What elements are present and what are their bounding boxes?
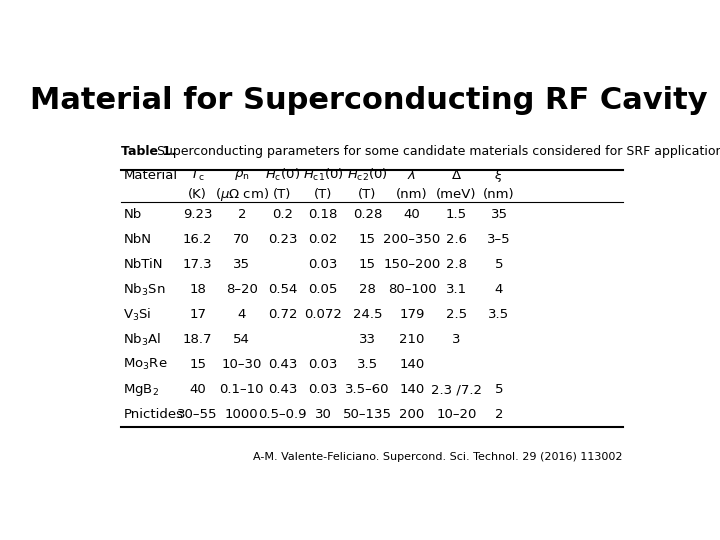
Text: (K): (K) bbox=[188, 188, 207, 201]
Text: NbN: NbN bbox=[124, 233, 151, 246]
Text: 54: 54 bbox=[233, 333, 251, 346]
Text: 3.5: 3.5 bbox=[357, 358, 378, 372]
Text: Mo$_3$Re: Mo$_3$Re bbox=[124, 357, 168, 372]
Text: (T): (T) bbox=[314, 188, 333, 201]
Text: $H_\mathrm{c}(0)$: $H_\mathrm{c}(0)$ bbox=[265, 167, 300, 184]
Text: (T): (T) bbox=[358, 188, 377, 201]
Text: 70: 70 bbox=[233, 233, 251, 246]
Text: 30: 30 bbox=[315, 408, 332, 421]
Text: 0.23: 0.23 bbox=[268, 233, 297, 246]
Text: Material for Superconducting RF Cavity: Material for Superconducting RF Cavity bbox=[30, 85, 708, 114]
Text: 5: 5 bbox=[495, 258, 503, 271]
Text: 33: 33 bbox=[359, 333, 376, 346]
Text: 80–100: 80–100 bbox=[387, 283, 436, 296]
Text: 4: 4 bbox=[495, 283, 503, 296]
Text: 2.5: 2.5 bbox=[446, 308, 467, 321]
Text: 10–20: 10–20 bbox=[436, 408, 477, 421]
Text: 1.5: 1.5 bbox=[446, 208, 467, 221]
Text: 0.43: 0.43 bbox=[268, 383, 297, 396]
Text: MgB$_2$: MgB$_2$ bbox=[124, 382, 159, 398]
Text: Table 1.: Table 1. bbox=[121, 145, 176, 158]
Text: 28: 28 bbox=[359, 283, 376, 296]
Text: $\xi$: $\xi$ bbox=[494, 167, 504, 184]
Text: A-M. Valente-Feliciano. Supercond. Sci. Technol. 29 (2016) 113002: A-M. Valente-Feliciano. Supercond. Sci. … bbox=[253, 452, 623, 462]
Text: 0.28: 0.28 bbox=[353, 208, 382, 221]
Text: 35: 35 bbox=[233, 258, 251, 271]
Text: 40: 40 bbox=[404, 208, 420, 221]
Text: 3.5: 3.5 bbox=[488, 308, 510, 321]
Text: 15: 15 bbox=[359, 258, 376, 271]
Text: ($\mu\Omega$ cm): ($\mu\Omega$ cm) bbox=[215, 186, 269, 204]
Text: 15: 15 bbox=[359, 233, 376, 246]
Text: 0.02: 0.02 bbox=[309, 233, 338, 246]
Text: (nm): (nm) bbox=[396, 188, 428, 201]
Text: 17: 17 bbox=[189, 308, 206, 321]
Text: 0.1–10: 0.1–10 bbox=[220, 383, 264, 396]
Text: 1000: 1000 bbox=[225, 408, 258, 421]
Text: 17.3: 17.3 bbox=[183, 258, 212, 271]
Text: Nb$_3$Sn: Nb$_3$Sn bbox=[124, 281, 166, 298]
Text: Superconducting parameters for some candidate materials considered for SRF appli: Superconducting parameters for some cand… bbox=[153, 145, 720, 158]
Text: 179: 179 bbox=[400, 308, 425, 321]
Text: 200–350: 200–350 bbox=[383, 233, 441, 246]
Text: 10–30: 10–30 bbox=[222, 358, 262, 372]
Text: 16.2: 16.2 bbox=[183, 233, 212, 246]
Text: 2.3 /7.2: 2.3 /7.2 bbox=[431, 383, 482, 396]
Text: Pnictides: Pnictides bbox=[124, 408, 184, 421]
Text: 140: 140 bbox=[400, 358, 425, 372]
Text: 0.03: 0.03 bbox=[309, 358, 338, 372]
Text: (nm): (nm) bbox=[483, 188, 515, 201]
Text: 3: 3 bbox=[452, 333, 461, 346]
Text: 140: 140 bbox=[400, 383, 425, 396]
Text: Nb$_3$Al: Nb$_3$Al bbox=[124, 332, 162, 348]
Text: NbTiN: NbTiN bbox=[124, 258, 163, 271]
Text: 0.43: 0.43 bbox=[268, 358, 297, 372]
Text: 0.2: 0.2 bbox=[272, 208, 293, 221]
Text: 15: 15 bbox=[189, 358, 206, 372]
Text: 40: 40 bbox=[189, 383, 206, 396]
Text: Material: Material bbox=[124, 169, 178, 182]
Text: 18.7: 18.7 bbox=[183, 333, 212, 346]
Text: 50–135: 50–135 bbox=[343, 408, 392, 421]
Text: 3–5: 3–5 bbox=[487, 233, 510, 246]
Text: $T_\mathrm{c}$: $T_\mathrm{c}$ bbox=[190, 168, 205, 183]
Text: 30–55: 30–55 bbox=[177, 408, 218, 421]
Text: 0.18: 0.18 bbox=[309, 208, 338, 221]
Text: 5: 5 bbox=[495, 383, 503, 396]
Text: 0.072: 0.072 bbox=[305, 308, 342, 321]
Text: $H_\mathrm{c1}(0)$: $H_\mathrm{c1}(0)$ bbox=[303, 167, 343, 184]
Text: 4: 4 bbox=[238, 308, 246, 321]
Text: 3.5–60: 3.5–60 bbox=[345, 383, 390, 396]
Text: 0.54: 0.54 bbox=[268, 283, 297, 296]
Text: 150–200: 150–200 bbox=[383, 258, 441, 271]
Text: V$_3$Si: V$_3$Si bbox=[124, 307, 152, 323]
Text: 24.5: 24.5 bbox=[353, 308, 382, 321]
Text: 210: 210 bbox=[400, 333, 425, 346]
Text: $\Delta$: $\Delta$ bbox=[451, 169, 462, 182]
Text: 2: 2 bbox=[238, 208, 246, 221]
Text: $H_\mathrm{c2}(0)$: $H_\mathrm{c2}(0)$ bbox=[347, 167, 388, 184]
Text: 9.23: 9.23 bbox=[183, 208, 212, 221]
Text: 2.6: 2.6 bbox=[446, 233, 467, 246]
Text: 0.5–0.9: 0.5–0.9 bbox=[258, 408, 307, 421]
Text: 0.03: 0.03 bbox=[309, 258, 338, 271]
Text: 2: 2 bbox=[495, 408, 503, 421]
Text: 35: 35 bbox=[490, 208, 508, 221]
Text: (T): (T) bbox=[274, 188, 292, 201]
Text: 18: 18 bbox=[189, 283, 206, 296]
Text: (meV): (meV) bbox=[436, 188, 477, 201]
Text: 8–20: 8–20 bbox=[226, 283, 258, 296]
Text: 0.05: 0.05 bbox=[309, 283, 338, 296]
Text: 3.1: 3.1 bbox=[446, 283, 467, 296]
Text: 2.8: 2.8 bbox=[446, 258, 467, 271]
Text: Nb: Nb bbox=[124, 208, 142, 221]
Text: $\rho_\mathrm{n}$: $\rho_\mathrm{n}$ bbox=[234, 168, 250, 183]
Text: $\lambda$: $\lambda$ bbox=[408, 168, 416, 183]
Text: 0.03: 0.03 bbox=[309, 383, 338, 396]
Text: 0.72: 0.72 bbox=[268, 308, 297, 321]
Text: 200: 200 bbox=[400, 408, 425, 421]
